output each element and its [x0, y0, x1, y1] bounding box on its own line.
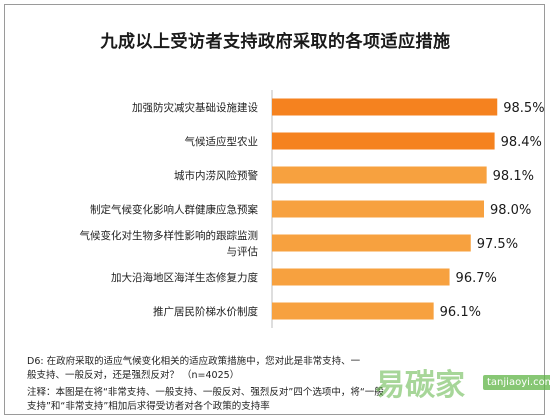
bar — [272, 268, 450, 286]
bar — [272, 98, 498, 116]
bar — [272, 234, 471, 252]
category-label: 城市内涝风险预警 — [174, 169, 258, 182]
bar — [272, 302, 434, 320]
data-label: 96.7% — [456, 271, 497, 286]
category-label: 推广居民阶梯水价制度 — [153, 305, 258, 318]
data-label: 98.0% — [490, 203, 531, 218]
bar — [272, 132, 495, 150]
chart-frame: 九成以上受访者支持政府采取的各项适应措施 加强防灾减灾基础设施建设 98.5% 气候… — [4, 4, 550, 415]
data-label: 96.1% — [440, 305, 481, 320]
data-label: 98.5% — [503, 101, 544, 116]
survey-question-note: D6: 在政府采取的适应气候变化相关的适应政策措施中，您对此是非常支持、一般支持… — [27, 356, 361, 381]
bar — [272, 166, 487, 184]
category-label: 与评估 — [227, 245, 259, 258]
watermark-logo: 易碳家 tanjiaoyi.com — [375, 360, 550, 410]
chart-title: 九成以上受访者支持政府采取的各项适应措施 — [100, 32, 451, 52]
category-label: 加强防灾减灾基础设施建设 — [132, 101, 258, 114]
category-label: 制定气候变化影响人群健康应急预案 — [90, 203, 258, 216]
category-label: 加大沿海地区海洋生态修复力度 — [111, 271, 258, 284]
category-label: 气候适应型农业 — [185, 135, 259, 148]
data-label: 98.1% — [493, 169, 534, 184]
bar-chart: 加强防灾减灾基础设施建设 98.5% 气候适应型农业 98.4% 城市内涝风险预警 98.… — [80, 90, 545, 328]
watermark-cn-text: 易碳家 — [375, 368, 465, 403]
data-label: 97.5% — [477, 237, 518, 252]
data-label: 98.4% — [501, 135, 542, 150]
bar — [272, 200, 484, 218]
watermark-en-text: tanjiaoyi.com — [483, 375, 550, 390]
category-label: 气候变化对生物多样性影响的跟踪监测 — [80, 229, 259, 242]
footnote: 注释：本图是在将“非常支持、一般支持、一般反对、强烈反对”四个选项中，将“一般支… — [27, 387, 384, 412]
